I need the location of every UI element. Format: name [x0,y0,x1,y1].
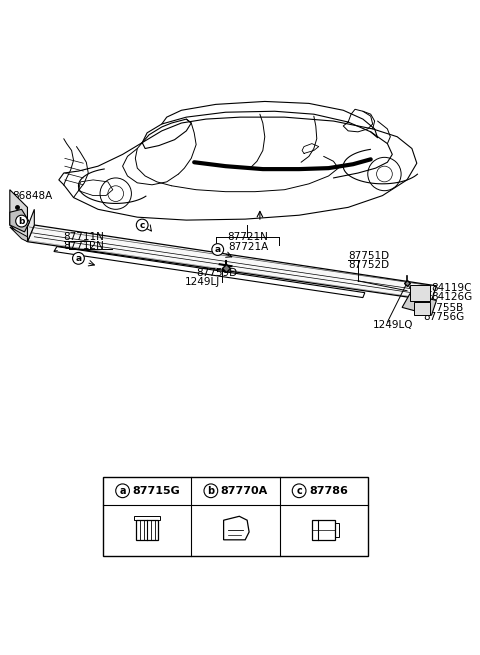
Circle shape [136,219,148,231]
Circle shape [292,484,306,498]
Text: 87712N: 87712N [64,240,105,251]
Bar [312,520,336,540]
Text: 87721N: 87721N [228,232,269,242]
Bar [134,516,160,520]
Bar [136,520,158,540]
Text: c: c [140,221,145,229]
Circle shape [116,484,130,498]
Polygon shape [402,293,436,315]
Text: 84126G: 84126G [432,291,473,301]
Text: 87786: 87786 [309,486,348,496]
Bar [414,303,430,315]
Polygon shape [10,227,27,242]
Polygon shape [27,225,436,301]
Bar [103,477,368,555]
Circle shape [16,215,27,227]
Text: 87759D: 87759D [196,268,237,278]
Text: b: b [18,217,25,225]
Text: 87752D: 87752D [348,260,389,271]
Text: 87721A: 87721A [228,242,268,252]
Text: 87770A: 87770A [221,486,268,496]
Text: a: a [75,254,82,263]
Text: a: a [215,245,221,254]
Text: 1249LQ: 1249LQ [372,320,413,330]
Text: 86848A: 86848A [12,191,52,200]
Polygon shape [10,210,29,232]
Circle shape [72,252,84,264]
Text: 87756G: 87756G [424,312,465,322]
Text: b: b [207,486,215,496]
Bar [336,523,339,537]
Text: 87715G: 87715G [132,486,180,496]
Text: 87711N: 87711N [64,232,105,242]
Polygon shape [10,190,27,242]
Text: 1249LJ: 1249LJ [184,277,220,287]
Text: 84119C: 84119C [432,283,472,293]
Bar [410,285,430,301]
Text: 87751D: 87751D [348,252,389,261]
Text: 87755B: 87755B [424,303,464,313]
Circle shape [212,244,224,255]
Circle shape [204,484,218,498]
Text: c: c [296,486,302,496]
Polygon shape [27,210,35,242]
Text: a: a [120,486,126,496]
